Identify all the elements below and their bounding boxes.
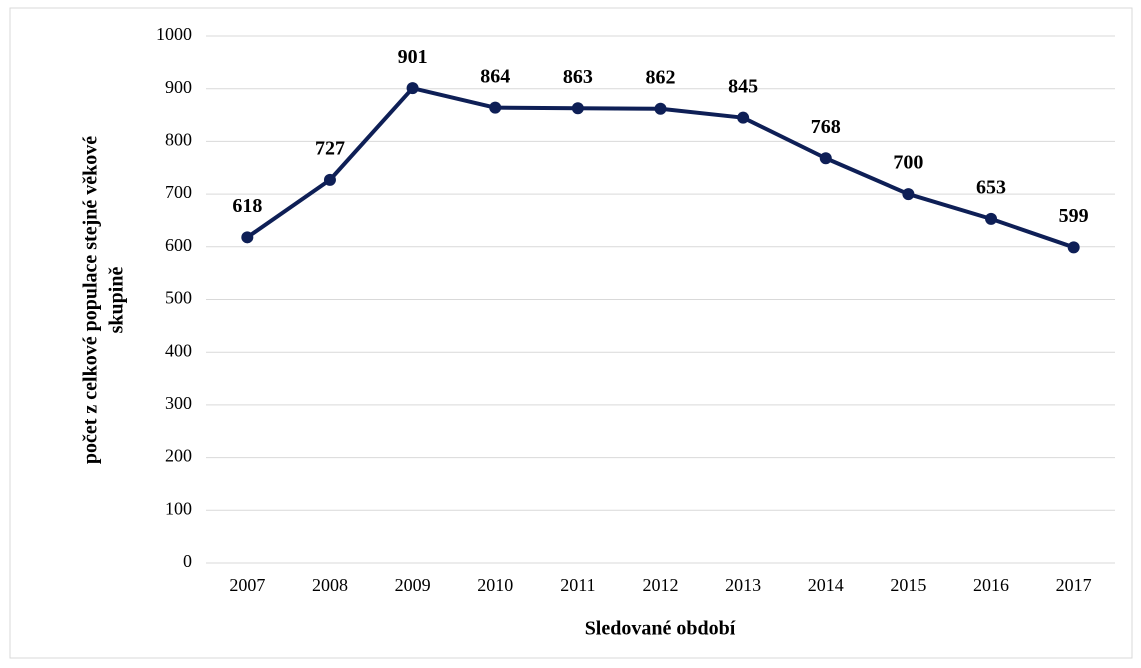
point xyxy=(654,102,667,115)
x-tick-label: 2010 xyxy=(477,575,513,595)
data-label: 618 xyxy=(232,195,262,217)
y-tick-label: 500 xyxy=(165,288,192,308)
point xyxy=(406,82,419,95)
data-label: 845 xyxy=(728,75,758,97)
y-tick-label: 100 xyxy=(165,498,192,518)
point xyxy=(1067,241,1080,254)
point xyxy=(571,102,584,115)
y-tick-label: 200 xyxy=(165,446,192,466)
x-tick-label: 2017 xyxy=(1056,575,1092,595)
x-tick-label: 2015 xyxy=(890,575,926,595)
data-label: 700 xyxy=(893,152,923,174)
x-tick-label: 2008 xyxy=(312,575,348,595)
x-tick-label: 2011 xyxy=(560,575,595,595)
data-label: 653 xyxy=(976,176,1006,198)
x-tick-label: 2013 xyxy=(725,575,761,595)
point xyxy=(985,212,998,225)
y-tick-label: 900 xyxy=(165,77,192,97)
point xyxy=(489,101,502,114)
y-tick-label: 0 xyxy=(183,551,192,571)
y-axis-label-line: skupině xyxy=(106,267,128,334)
x-tick-label: 2014 xyxy=(808,575,844,595)
data-label: 599 xyxy=(1059,205,1089,227)
y-tick-label: 700 xyxy=(165,182,192,202)
y-axis-label-line: počet z celkové populace stejné věkové xyxy=(80,136,102,464)
data-label: 727 xyxy=(315,137,345,159)
x-tick-label: 2007 xyxy=(229,575,265,595)
y-tick-label: 800 xyxy=(165,130,192,150)
x-tick-label: 2009 xyxy=(395,575,431,595)
x-tick-label: 2012 xyxy=(643,575,679,595)
point xyxy=(241,231,254,244)
data-label: 768 xyxy=(811,116,841,138)
y-tick-label: 300 xyxy=(165,393,192,413)
y-tick-label: 1000 xyxy=(156,24,192,44)
data-label: 863 xyxy=(563,66,593,88)
data-label: 862 xyxy=(646,66,676,88)
data-label: 864 xyxy=(480,65,510,87)
point xyxy=(737,111,750,124)
y-tick-label: 400 xyxy=(165,340,192,360)
point xyxy=(323,173,336,186)
x-tick-label: 2016 xyxy=(973,575,1009,595)
x-axis-label: Sledované období xyxy=(585,618,736,640)
data-label: 901 xyxy=(398,46,428,68)
y-tick-label: 600 xyxy=(165,235,192,255)
y-axis-label: počet z celkové populace stejné věkové s… xyxy=(80,136,128,464)
point xyxy=(902,188,915,201)
chart-border xyxy=(9,7,1133,659)
point xyxy=(819,152,832,165)
